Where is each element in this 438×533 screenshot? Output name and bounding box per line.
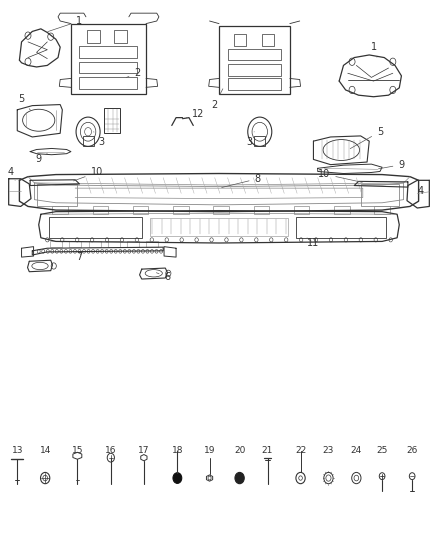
Text: 20: 20	[234, 446, 245, 455]
Text: 2: 2	[126, 68, 141, 78]
Text: 15: 15	[71, 446, 83, 455]
Bar	[146, 241, 159, 247]
Text: 12: 12	[187, 109, 205, 119]
Bar	[93, 206, 108, 214]
Text: 7: 7	[76, 252, 83, 262]
Text: 17: 17	[138, 446, 150, 455]
Bar	[228, 78, 281, 90]
Bar	[228, 64, 281, 76]
Bar	[262, 34, 274, 46]
Text: 9: 9	[35, 153, 47, 164]
Bar	[219, 26, 290, 94]
Bar	[50, 241, 62, 247]
Text: 10: 10	[74, 167, 103, 181]
Bar	[173, 206, 189, 214]
Text: 26: 26	[406, 446, 418, 455]
Bar	[71, 23, 146, 94]
Text: 3: 3	[94, 132, 104, 147]
Bar	[79, 62, 138, 73]
Bar	[82, 136, 94, 147]
Bar	[334, 206, 350, 214]
Bar	[69, 241, 81, 247]
Text: 2: 2	[212, 89, 223, 110]
Bar	[108, 241, 120, 247]
Bar	[296, 217, 386, 238]
Bar	[49, 217, 142, 238]
Bar	[294, 206, 309, 214]
Text: 19: 19	[204, 446, 215, 455]
Text: 6: 6	[156, 272, 170, 282]
Bar	[150, 219, 288, 236]
Text: 14: 14	[39, 446, 51, 455]
Text: 5: 5	[18, 94, 31, 110]
Bar	[360, 184, 399, 206]
Text: 25: 25	[376, 446, 388, 455]
Bar	[234, 34, 246, 46]
Text: 4: 4	[8, 167, 15, 180]
Bar	[213, 206, 229, 214]
Bar	[104, 108, 120, 133]
Text: 21: 21	[262, 446, 273, 455]
Text: 3: 3	[246, 132, 254, 147]
Text: 13: 13	[11, 446, 23, 455]
Bar	[87, 30, 100, 43]
Bar	[79, 77, 138, 89]
Bar	[127, 241, 139, 247]
Text: 1: 1	[371, 42, 377, 58]
Bar	[254, 206, 269, 214]
Bar	[88, 241, 101, 247]
Bar	[79, 46, 138, 58]
Bar	[228, 49, 281, 60]
Circle shape	[235, 472, 244, 483]
Text: 24: 24	[351, 446, 362, 455]
Text: 1: 1	[48, 16, 82, 31]
Bar	[114, 30, 127, 43]
Text: 16: 16	[105, 446, 117, 455]
Bar	[53, 206, 68, 214]
Text: 10: 10	[318, 169, 362, 182]
Text: 8: 8	[222, 174, 261, 188]
Text: 11: 11	[307, 238, 320, 248]
Bar	[36, 184, 78, 206]
Bar	[374, 206, 390, 214]
Text: 9: 9	[378, 160, 404, 169]
Text: 5: 5	[350, 127, 383, 149]
Text: 23: 23	[323, 446, 334, 455]
Text: 18: 18	[172, 446, 183, 455]
Circle shape	[173, 473, 182, 483]
Bar	[254, 136, 265, 147]
Bar	[133, 206, 148, 214]
Text: 22: 22	[295, 446, 306, 455]
Text: 4: 4	[418, 186, 424, 196]
